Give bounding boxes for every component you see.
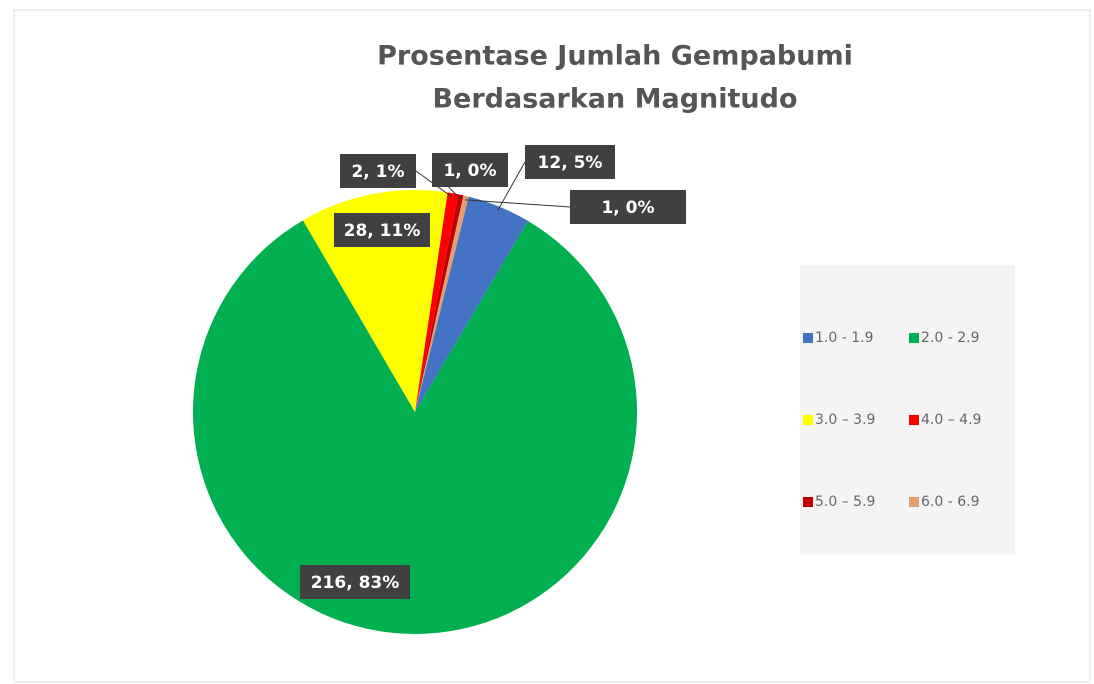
legend-swatch: [909, 415, 919, 425]
pie-slice: [415, 195, 469, 412]
data-label: 12, 5%: [538, 153, 603, 173]
data-label: 28, 11%: [344, 221, 421, 241]
pie-slice: [193, 220, 638, 634]
data-label: 1, 0%: [443, 161, 496, 181]
legend-label: 4.0 – 4.9: [921, 412, 981, 428]
legend-label: 5.0 – 5.9: [815, 494, 875, 510]
legend-swatch: [803, 333, 813, 343]
data-label: 216, 83%: [311, 573, 400, 593]
legend-swatch: [909, 497, 919, 507]
data-label: 2, 1%: [351, 162, 404, 182]
legend-box: [800, 265, 1015, 555]
data-label-box: [334, 213, 430, 247]
data-label: 1, 0%: [601, 198, 654, 218]
pie-slice: [415, 194, 464, 412]
legend-label: 1.0 - 1.9: [815, 330, 873, 346]
data-label-box: [300, 565, 410, 599]
pie-slice: [415, 196, 529, 412]
legend-swatch: [909, 333, 919, 343]
data-label-box: [432, 153, 508, 187]
chart-title: Prosentase Jumlah Gempabumi: [377, 41, 853, 72]
leader-line: [465, 199, 571, 208]
legend-label: 2.0 - 2.9: [921, 330, 979, 346]
legend-swatch: [803, 497, 813, 507]
data-label-box: [340, 154, 416, 188]
pie-slice: [415, 192, 459, 412]
legend-label: 3.0 – 3.9: [815, 412, 875, 428]
data-label-box: [570, 190, 686, 224]
chart-title: Berdasarkan Magnitudo: [432, 84, 797, 115]
legend-swatch: [803, 415, 813, 425]
data-label-box: [525, 145, 615, 179]
legend-label: 6.0 - 6.9: [921, 494, 979, 510]
